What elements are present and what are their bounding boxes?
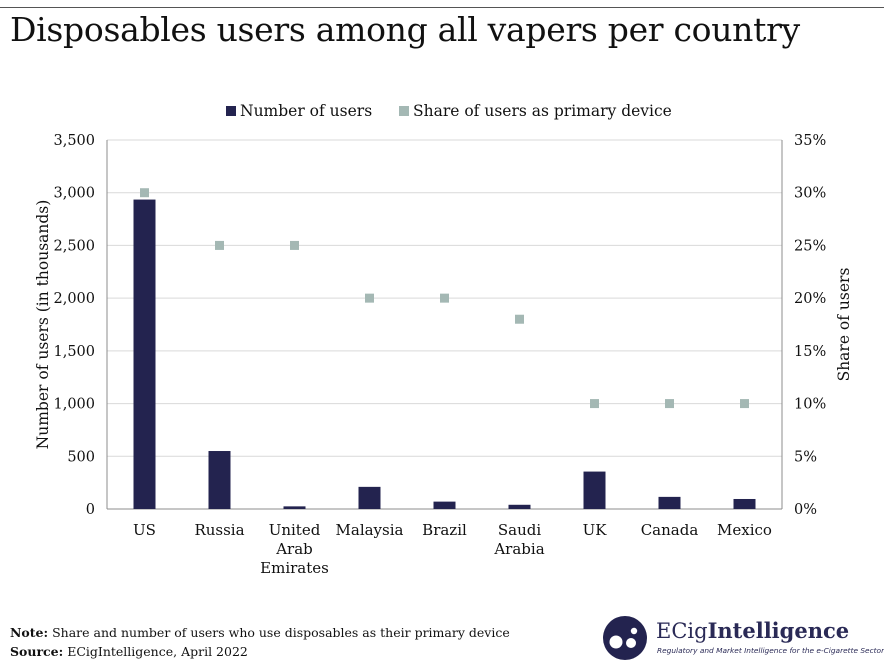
y-tick-label: 1,500 xyxy=(53,344,95,360)
y2-tick-label: 5% xyxy=(794,449,817,465)
share-point xyxy=(290,240,299,250)
legend-swatch-bars xyxy=(226,106,236,116)
bar xyxy=(733,498,756,509)
share-point xyxy=(215,240,224,250)
logo-tagline: Regulatory and Market Intelligence for t… xyxy=(657,646,884,655)
x-tick-label: Malaysia xyxy=(336,521,404,539)
bar xyxy=(358,486,381,509)
source-text: ECigIntelligence, April 2022 xyxy=(63,644,248,659)
y-tick-label: 3,500 xyxy=(53,133,95,149)
note-text: Share and number of users who use dispos… xyxy=(48,625,510,640)
bar xyxy=(208,451,231,509)
y-tick-label: 2,500 xyxy=(53,238,95,254)
ecigintelligence-logo: ECigIntelligence Regulatory and Market I… xyxy=(600,614,884,662)
y2-tick-label: 30% xyxy=(794,186,826,202)
y2-tick-label: 10% xyxy=(794,397,826,413)
bar xyxy=(133,199,156,509)
y2-tick-label: 35% xyxy=(794,133,826,149)
logo-name: ECigIntelligence xyxy=(656,618,849,643)
share-point xyxy=(440,293,449,303)
x-tick-label: Brazil xyxy=(422,521,467,539)
bar xyxy=(283,506,306,509)
share-point xyxy=(515,314,524,324)
y-tick-label: 0 xyxy=(86,502,95,518)
legend-label-bars: Number of users xyxy=(240,102,372,120)
x-tick-label: Arabia xyxy=(493,540,544,558)
bar xyxy=(433,501,456,509)
footer-source: Source: ECigIntelligence, April 2022 xyxy=(10,644,248,659)
share-point xyxy=(365,293,374,303)
bar xyxy=(658,496,681,509)
y-tick-label: 500 xyxy=(67,449,95,465)
y-tick-label: 1,000 xyxy=(53,397,95,413)
x-tick-label: Arab xyxy=(275,540,313,558)
combo-chart: 0 0% 500 5% 1,000 10% 1,500 15% 2,000 20% 2,500 25%… xyxy=(34,102,853,577)
x-tick-label: US xyxy=(133,521,156,539)
x-tick-label: Saudi xyxy=(498,521,541,539)
legend-swatch-share xyxy=(399,106,409,116)
chart-title: Disposables users among all vapers per c… xyxy=(10,10,800,49)
share-point xyxy=(140,188,149,198)
y-tick-label: 3,000 xyxy=(53,186,95,202)
x-tick-label: Russia xyxy=(194,521,244,539)
logo-mark-icon xyxy=(603,616,647,660)
legend-label-share: Share of users as primary device xyxy=(413,102,672,120)
y2-tick-label: 25% xyxy=(794,238,826,254)
source-label: Source: xyxy=(10,644,64,659)
top-rule xyxy=(0,7,884,8)
y2-axis-title: Share of users xyxy=(835,268,853,382)
footer-note: Note: Share and number of users who use … xyxy=(10,625,510,640)
y2-tick-label: 15% xyxy=(794,344,826,360)
y-axis-title: Number of users (in thousands) xyxy=(34,200,52,450)
bar xyxy=(508,504,531,509)
logo-name-suffix: Intelligence xyxy=(707,618,850,643)
bar xyxy=(583,471,606,509)
share-point xyxy=(590,399,599,409)
x-tick-label: UK xyxy=(583,521,608,539)
note-label: Note: xyxy=(10,625,49,640)
y-tick-label: 2,000 xyxy=(53,291,95,307)
logo-name-prefix: ECig xyxy=(656,619,708,643)
share-point xyxy=(740,399,749,409)
x-tick-label: Canada xyxy=(641,521,699,539)
y2-tick-label: 20% xyxy=(794,291,826,307)
x-tick-label: Mexico xyxy=(717,521,772,539)
x-tick-label: Emirates xyxy=(260,559,329,577)
x-tick-label: United xyxy=(269,521,321,539)
share-point xyxy=(665,399,674,409)
y2-tick-label: 0% xyxy=(794,502,817,518)
